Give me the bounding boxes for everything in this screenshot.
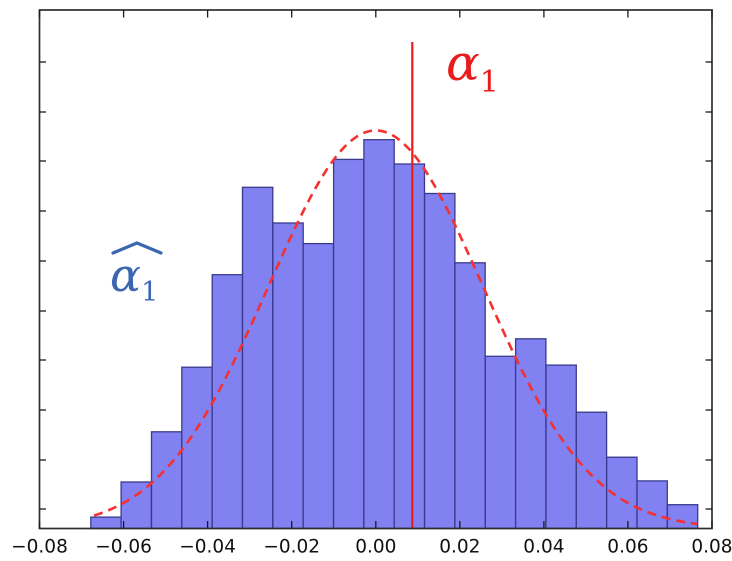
histogram-bar (363, 139, 395, 530)
histogram-bar (120, 481, 153, 530)
alpha-symbol: α (446, 34, 480, 92)
histogram-bar (575, 411, 608, 530)
histogram-bar (636, 480, 668, 530)
alpha-true-value-label: α1 (446, 38, 499, 98)
alpha-hat-subscript: 1 (141, 277, 159, 308)
x-tick-label: 0.04 (523, 537, 564, 558)
x-tick-label: 0.08 (691, 537, 732, 558)
histogram-bar (150, 431, 183, 530)
x-tick-label: −0.06 (95, 537, 152, 558)
x-tick-label: −0.08 (11, 537, 68, 558)
histogram-bar (332, 158, 365, 530)
histogram-bar (393, 163, 426, 530)
x-tick-label: 0.06 (607, 537, 648, 558)
normal-fit-curve (93, 129, 698, 526)
alpha-hat-estimate-label: α1 (110, 241, 163, 308)
histogram-bar (423, 192, 456, 530)
x-tick-label: −0.02 (263, 537, 320, 558)
histogram-bar (90, 516, 122, 530)
histogram-bar (484, 355, 517, 530)
histogram-bar (514, 338, 547, 530)
wide-hat-icon (111, 241, 163, 255)
histogram-bar (241, 186, 274, 530)
histogram-bar (666, 504, 699, 530)
histogram-bar (272, 222, 304, 530)
alpha-hat-symbol: α (110, 248, 142, 302)
histogram-bar (181, 366, 213, 530)
alpha-subscript: 1 (479, 65, 499, 100)
histogram-bar (454, 262, 486, 530)
histogram-bar (545, 364, 577, 530)
histogram-bar (211, 274, 244, 530)
histogram-bar (302, 242, 335, 530)
x-tick-label: 0.00 (355, 537, 396, 558)
x-tick-label: 0.02 (439, 537, 480, 558)
x-tick-label: −0.04 (179, 537, 236, 558)
